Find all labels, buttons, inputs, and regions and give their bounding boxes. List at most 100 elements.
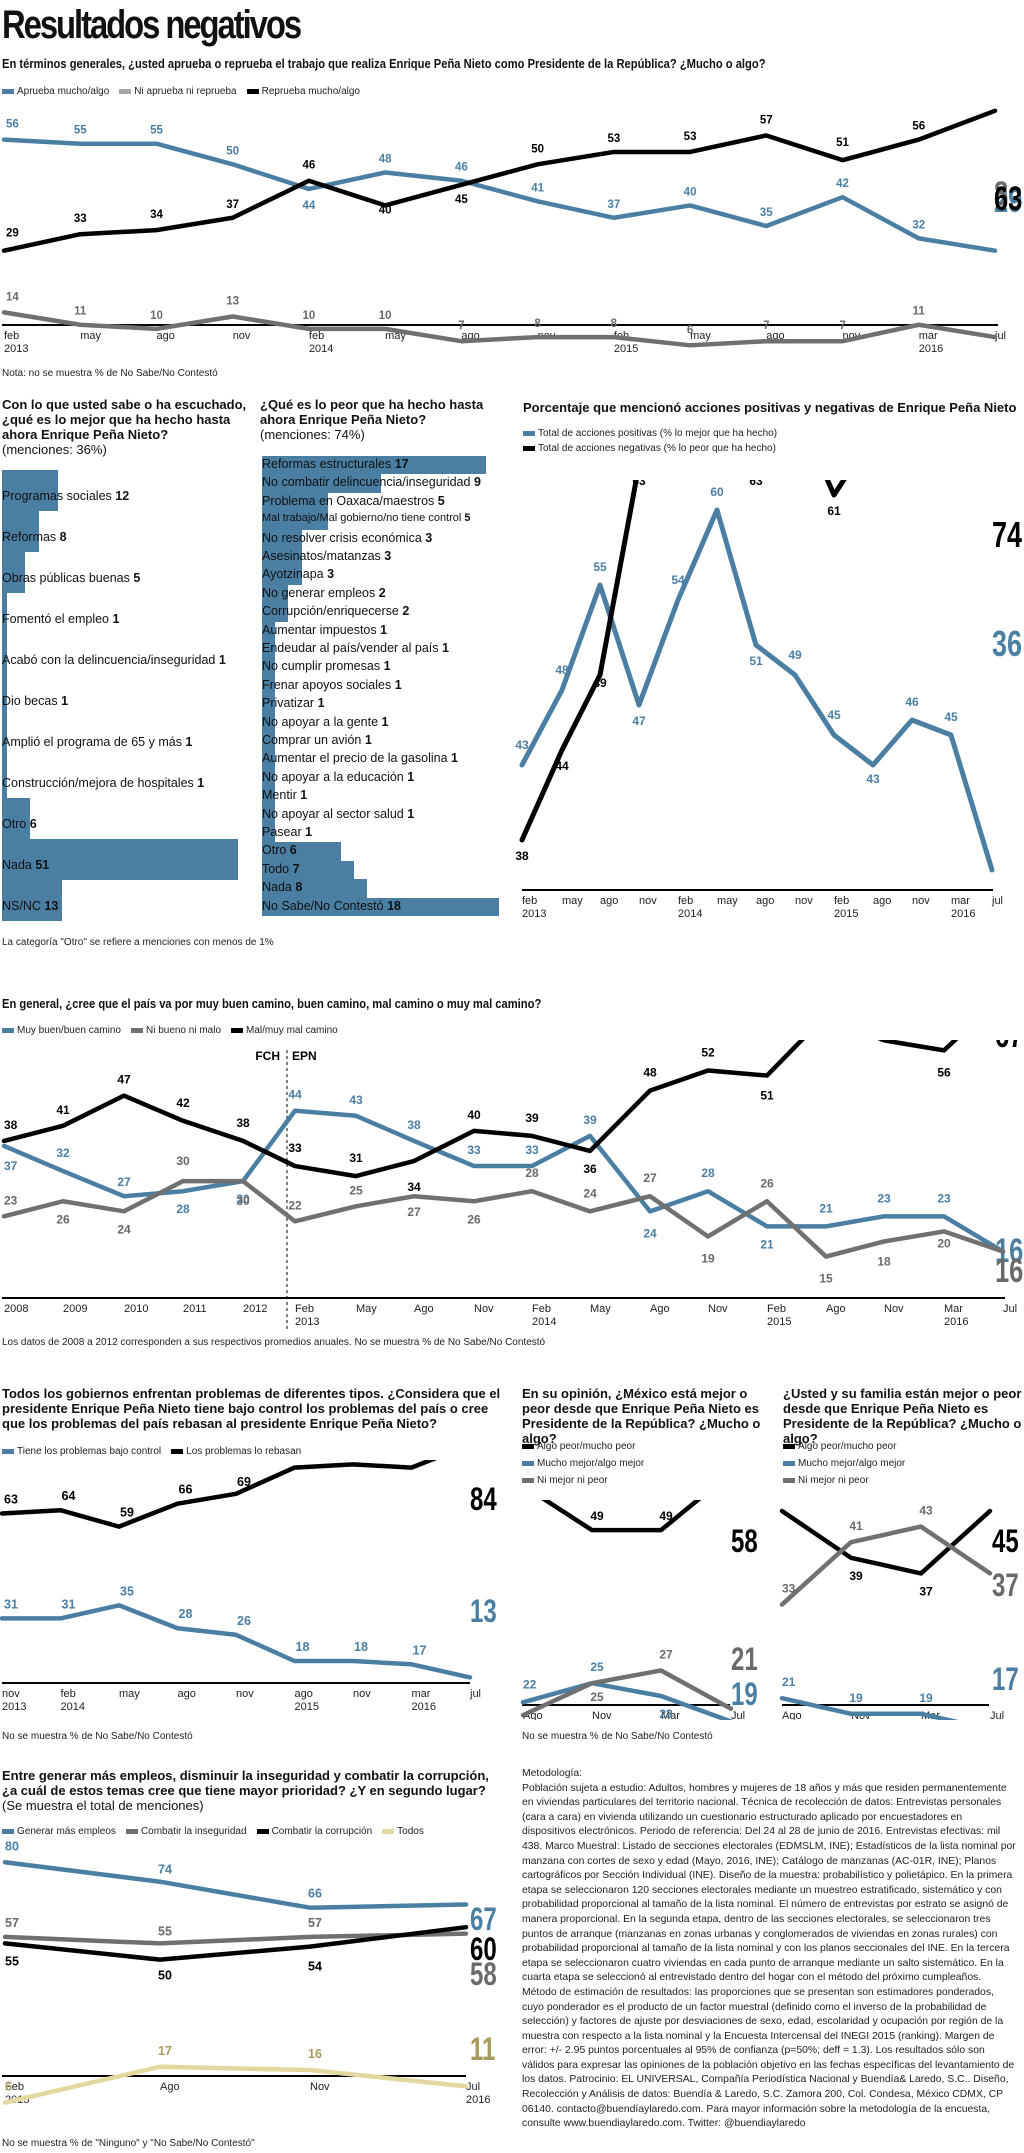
- bar-row: Nada 8: [262, 879, 512, 898]
- bar-row: Otro 6: [2, 798, 252, 839]
- legend-item-generar-mas-empleos: Generar más empleos: [2, 1826, 116, 1837]
- data-label: 16: [308, 2047, 322, 2061]
- x-tick-label: Jul: [466, 2081, 480, 2093]
- series-los-problemas-lo-rebasan: 636459666977787784: [0, 1460, 497, 1529]
- last-value-label: 67: [470, 1901, 497, 1937]
- x-tick-label: Feb: [767, 1303, 786, 1315]
- priority-question: Entre generar más empleos, disminuir la …: [2, 1768, 492, 1813]
- bar-row: Privatizar 1: [262, 695, 512, 714]
- mexico-legend: Algo peor/mucho peor Mucho mejor/algo mej…: [522, 1441, 644, 1486]
- bar-value: 1: [197, 776, 205, 790]
- data-label: 39: [849, 1569, 863, 1583]
- legend-item-los-problemas-lo-rebasan: Los problemas lo rebasan: [171, 1446, 301, 1457]
- best-mentions: (menciones: 36%): [2, 442, 107, 457]
- posneg-title: Porcentaje que mencionó acciones positiv…: [523, 400, 1017, 415]
- x-tick-label: may: [119, 1688, 140, 1700]
- last-value-label: 16: [995, 1253, 1023, 1290]
- bar: [2, 757, 7, 798]
- legend-item-algo-peor-mucho-peor: Algo peor/mucho peor: [783, 1441, 896, 1452]
- series-ni-aprueba-ni-reprueba: 14 11 10 13 10 10 7 8 8 6 7 7 11 8: [1, 176, 1008, 348]
- divider-label-epn: EPN: [292, 1049, 317, 1063]
- series-line: [779, 1695, 959, 1720]
- x-tick-label: may: [690, 330, 711, 342]
- bar-value: 6: [29, 817, 37, 831]
- bar-value: 3: [327, 567, 335, 582]
- data-label: 20: [937, 1236, 951, 1250]
- data-label: 48: [643, 1066, 657, 1080]
- data-label: 43: [515, 738, 529, 752]
- legend-swatch: [125, 1829, 138, 1834]
- last-value-label: 67: [995, 1040, 1023, 1055]
- data-label: 57: [308, 1916, 322, 1930]
- data-label: 19: [701, 1251, 715, 1265]
- legend-swatch: [522, 1478, 534, 1483]
- data-label: 25: [590, 1690, 604, 1704]
- data-label: 37: [4, 1159, 18, 1173]
- last-value-label: 11: [470, 2031, 495, 2067]
- bar-category: No combatir delincuencia/inseguridad: [262, 475, 474, 490]
- bar-value: 5: [464, 512, 471, 525]
- bar-row: No generar empleos 2: [262, 584, 512, 604]
- last-value-label: 45: [992, 1523, 1019, 1559]
- x-tick-label: Ago: [826, 1303, 846, 1315]
- x-tick-label: ago: [295, 1688, 313, 1700]
- series-mucho-mejor-algo-mejor: 21 19 19 17: [779, 1661, 1019, 1720]
- bar-row: Reformas estructurales 17: [262, 456, 512, 475]
- series-line: [520, 1680, 733, 1720]
- legend-item-ni-mejor-ni-peor: Ni mejor ni peor: [783, 1475, 869, 1486]
- legend-item-total-de-acciones-negativas-lo-peor-que-ha-hecho: Total de acciones negativas (% lo peor q…: [523, 443, 776, 454]
- bar-value: 8: [295, 880, 303, 895]
- legend-item-ni-aprueba-ni-reprueba: Ni aprueba ni reprueba: [119, 86, 237, 97]
- bar-row: No combatir delincuencia/inseguridad 9: [262, 474, 512, 493]
- data-label: 38: [4, 1118, 18, 1132]
- bar-row: Nada 51: [2, 839, 252, 880]
- data-label: 57: [5, 1916, 19, 1930]
- bar-category: Otro: [262, 843, 290, 858]
- bar-row: Otro 6: [262, 842, 512, 861]
- series-line: [1, 1040, 959, 1179]
- data-label: 77: [296, 1460, 310, 1461]
- bar-category: Reformas: [2, 530, 60, 544]
- data-label: 55: [593, 560, 607, 574]
- x-tick-label: 2008: [4, 1303, 28, 1315]
- data-label: 45: [944, 710, 958, 724]
- legend-label: Total de acciones positivas (% lo mejor …: [538, 428, 778, 439]
- bar-category: Mentir: [262, 788, 301, 803]
- data-label: 38: [407, 1118, 421, 1132]
- bar-value: 1: [112, 612, 120, 626]
- legend-label: Ni aprueba ni reprueba: [134, 86, 237, 97]
- data-label: 74: [158, 1863, 172, 1877]
- data-label: 43: [866, 772, 880, 786]
- data-label: 45: [827, 708, 841, 722]
- bar-category: Todo: [262, 861, 293, 876]
- worst-question-text: ¿Qué es lo peor que ha hecho hasta ahora…: [260, 397, 484, 427]
- data-label: 54: [671, 573, 685, 587]
- data-label: 56: [6, 119, 19, 131]
- page-title: Resultados negativos: [2, 3, 302, 47]
- data-label: 30: [176, 1154, 190, 1168]
- data-label: 26: [237, 1614, 251, 1628]
- bar: [262, 566, 302, 585]
- data-label: 45: [455, 194, 468, 206]
- data-label: 49: [659, 1509, 673, 1523]
- bar-row: No cumplir promesas 1: [262, 658, 512, 677]
- bar: [262, 492, 328, 512]
- data-label: 55: [74, 125, 87, 137]
- data-label: 21: [819, 1201, 833, 1215]
- data-label: 49: [593, 676, 607, 690]
- bar: [2, 839, 238, 880]
- bar-value: 1: [185, 735, 193, 749]
- bar-category: Programas sociales: [2, 489, 116, 503]
- bar-category: Frenar apoyos sociales: [262, 677, 395, 692]
- data-label: 28: [179, 1607, 193, 1621]
- bar-value: 1: [383, 659, 391, 674]
- data-label: 13: [226, 296, 239, 308]
- bar: [262, 474, 381, 493]
- legend-swatch: [382, 1829, 395, 1834]
- x-tick-label: ago: [156, 330, 174, 342]
- bar-row: No apoyar al sector salud 1: [262, 805, 512, 824]
- approval-legend: Aprueba mucho/algo Ni aprueba ni reprueba…: [2, 86, 360, 97]
- bar-row: Construcción/mejora de hospitales 1: [2, 757, 252, 798]
- legend-label: Los problemas lo rebasan: [186, 1446, 302, 1457]
- x-tick-label: may: [717, 895, 738, 907]
